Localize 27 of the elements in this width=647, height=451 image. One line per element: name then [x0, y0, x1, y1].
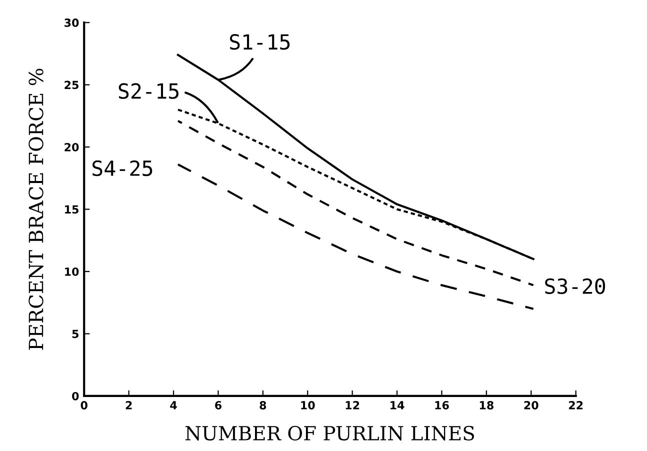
series-label: S2-15	[118, 83, 178, 99]
x-tick-label: 10	[301, 401, 315, 410]
x-tick-label: 0	[80, 401, 88, 410]
y-tick-label: 30	[64, 18, 79, 27]
x-tick-label: 18	[480, 401, 494, 410]
y-axis-title: PERCENT BRACE FORCE %	[28, 68, 44, 350]
series-label: S1-15	[230, 34, 290, 50]
series-label: S3-20	[545, 278, 606, 294]
x-tick-label: 22	[568, 401, 583, 410]
y-tick-label: 25	[64, 80, 78, 90]
y-tick-label: 15	[65, 205, 78, 214]
y-tick-label: 20	[64, 143, 79, 152]
x-tick-label: 4	[170, 401, 177, 410]
x-tick-label: 12	[346, 401, 360, 410]
x-axis-title: NUMBER OF PURLIN LINES	[185, 426, 474, 441]
line-series	[176, 120, 534, 286]
y-tick-label: 5	[72, 330, 78, 338]
x-tick-label: 6	[215, 401, 222, 410]
x-tick-label: 20	[524, 401, 538, 410]
series-label: S4-25	[92, 160, 152, 176]
y-tick-label: 0	[72, 392, 79, 400]
x-tick-label: 8	[260, 401, 266, 410]
y-tick-label: 10	[65, 267, 79, 276]
x-tick-label: 2	[126, 401, 132, 410]
x-tick-label: 14	[390, 401, 404, 410]
line-series	[176, 163, 534, 310]
x-tick-label: 16	[435, 401, 449, 410]
